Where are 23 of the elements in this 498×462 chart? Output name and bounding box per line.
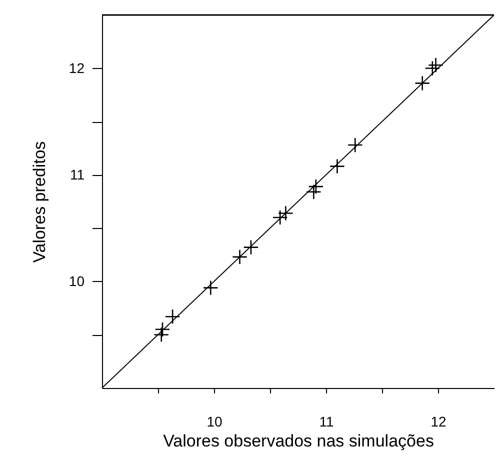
point xyxy=(232,249,248,265)
point xyxy=(243,240,259,256)
point xyxy=(329,158,345,174)
x-axis-title: Valores observados nas simulações xyxy=(163,432,434,450)
point xyxy=(424,60,440,76)
point xyxy=(414,75,430,91)
y-axis-title: Valores preditos xyxy=(30,141,49,263)
point xyxy=(164,308,180,324)
y-tick-label: 12 xyxy=(68,60,85,76)
x-tick-label: 12 xyxy=(430,414,446,430)
point xyxy=(308,178,324,194)
point xyxy=(306,184,322,200)
x-tick-label: 11 xyxy=(319,414,334,430)
y-tick-label: 11 xyxy=(70,166,85,182)
point xyxy=(278,206,294,221)
point xyxy=(347,137,363,153)
x-tick-label: 10 xyxy=(206,414,222,430)
y-tick-label: 10 xyxy=(68,272,85,289)
point xyxy=(272,210,288,226)
point xyxy=(154,326,170,342)
point xyxy=(428,57,444,73)
point xyxy=(202,280,218,296)
point xyxy=(154,322,170,338)
